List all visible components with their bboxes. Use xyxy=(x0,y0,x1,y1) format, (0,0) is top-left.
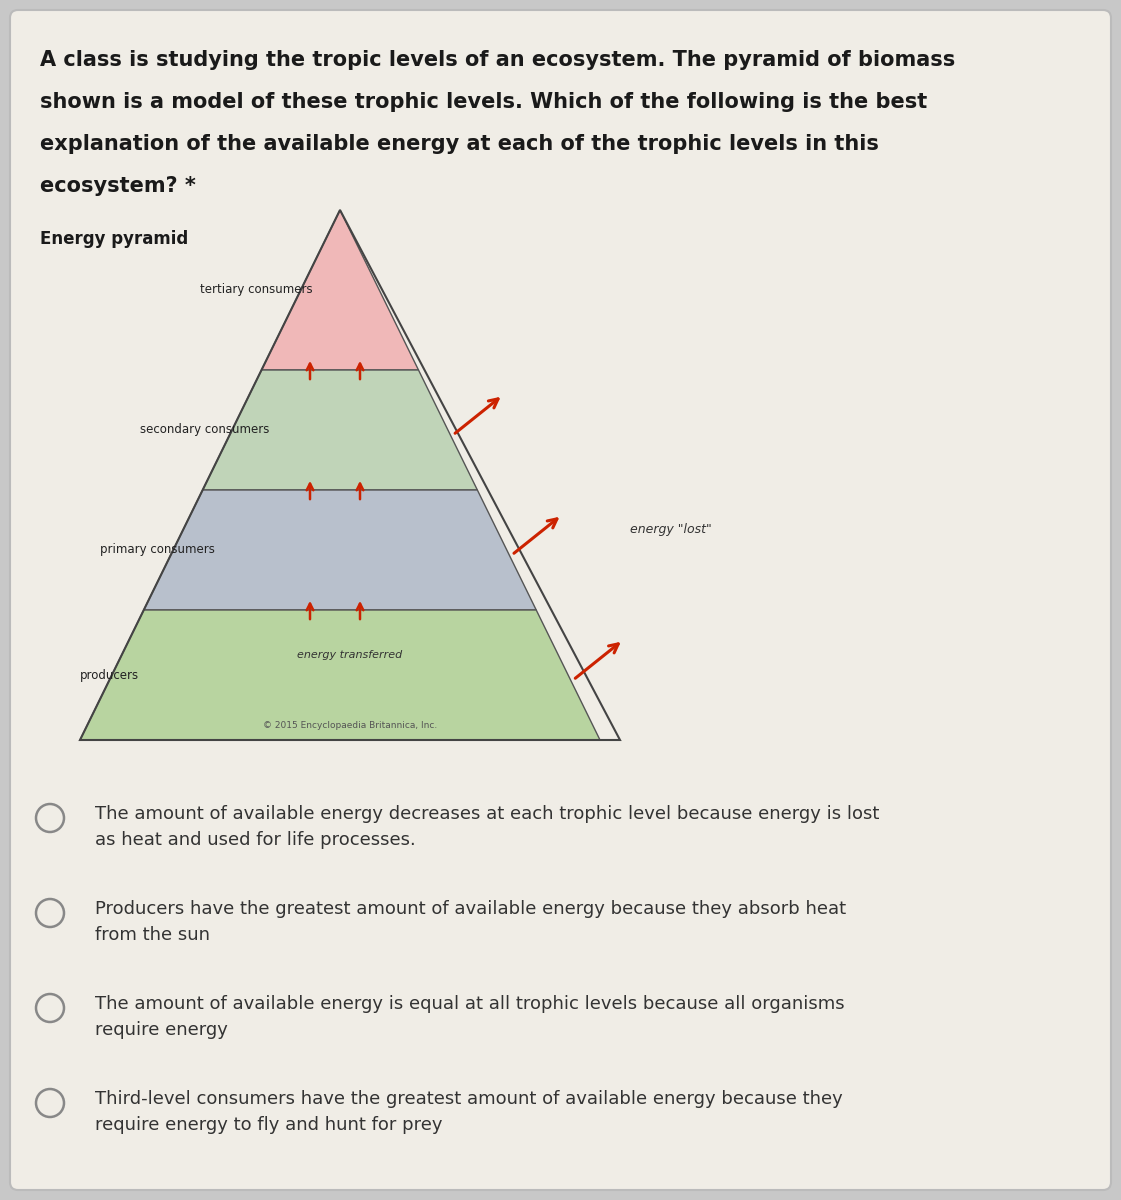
Text: The amount of available energy decreases at each trophic level because energy is: The amount of available energy decreases… xyxy=(95,805,879,850)
Text: shown is a model of these trophic levels. Which of the following is the best: shown is a model of these trophic levels… xyxy=(40,92,927,112)
Polygon shape xyxy=(203,370,478,490)
Polygon shape xyxy=(261,210,418,370)
Text: ecosystem? *: ecosystem? * xyxy=(40,176,196,196)
Text: The amount of available energy is equal at all trophic levels because all organi: The amount of available energy is equal … xyxy=(95,995,844,1039)
Text: secondary consumers: secondary consumers xyxy=(140,424,269,437)
Polygon shape xyxy=(80,610,600,740)
Polygon shape xyxy=(143,490,536,610)
Text: producers: producers xyxy=(80,668,139,682)
Text: primary consumers: primary consumers xyxy=(100,544,215,557)
Text: energy transferred: energy transferred xyxy=(297,650,402,660)
Text: energy "lost": energy "lost" xyxy=(630,523,712,536)
FancyBboxPatch shape xyxy=(10,10,1111,1190)
Text: explanation of the available energy at each of the trophic levels in this: explanation of the available energy at e… xyxy=(40,134,879,154)
Text: Energy pyramid: Energy pyramid xyxy=(40,230,188,248)
Text: A class is studying the tropic levels of an ecosystem. The pyramid of biomass: A class is studying the tropic levels of… xyxy=(40,50,955,70)
Text: © 2015 Encyclopaedia Britannica, Inc.: © 2015 Encyclopaedia Britannica, Inc. xyxy=(263,721,437,730)
Text: Producers have the greatest amount of available energy because they absorb heat
: Producers have the greatest amount of av… xyxy=(95,900,846,944)
Text: Third-level consumers have the greatest amount of available energy because they
: Third-level consumers have the greatest … xyxy=(95,1090,843,1134)
Text: tertiary consumers: tertiary consumers xyxy=(200,283,313,296)
